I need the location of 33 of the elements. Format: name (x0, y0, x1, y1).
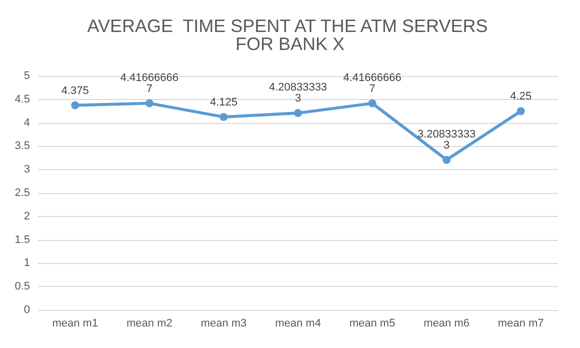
y-tick-label: 4.5 (14, 93, 30, 106)
point (71, 101, 80, 110)
data-label: 4.41666666 7 (343, 72, 402, 95)
y-tick-label: 3.5 (14, 140, 30, 152)
y-tick-label: 3 (24, 164, 30, 176)
point (442, 156, 451, 164)
y-tick-label: 1.5 (14, 234, 30, 246)
point (145, 99, 154, 108)
x-tick-label: mean m3 (200, 318, 247, 330)
point (294, 109, 302, 118)
data-label: 4.125 (210, 96, 238, 108)
data-label: 3.20833333 3 (418, 128, 476, 152)
x-tick-label: mean m2 (126, 318, 172, 330)
data-label: 4.41666666 7 (120, 72, 178, 95)
data-label: 4.375 (61, 84, 89, 97)
y-tick-label: 1 (24, 257, 30, 270)
data-label: 4.25 (510, 90, 532, 103)
chart-title: AVERAGE TIME SPENT AT THE ATM SERVERS FOR BANK X (87, 16, 493, 54)
y-tick-label: 2 (24, 210, 30, 222)
x-tick-label: mean m5 (349, 318, 396, 330)
y-tick-label: 4 (24, 116, 30, 129)
x-tick-label: mean m6 (424, 318, 470, 330)
y-tick-label: 5 (24, 70, 30, 82)
point (516, 107, 525, 116)
point (368, 99, 376, 108)
x-tick-label: mean m1 (52, 318, 98, 330)
point (220, 112, 228, 121)
y-tick-label: 2.5 (14, 187, 30, 199)
y-tick-label: 0 (24, 304, 30, 316)
x-tick-label: mean m4 (275, 318, 321, 330)
data-label: 4.20833333 3 (268, 82, 328, 105)
x-tick-label: mean m7 (498, 318, 544, 330)
y-tick-label: 0.5 (14, 280, 30, 293)
